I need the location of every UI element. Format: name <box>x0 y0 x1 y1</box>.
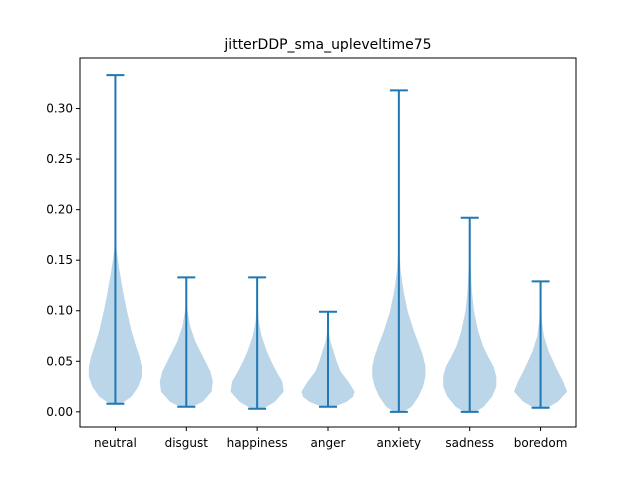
x-tick-label-sadness: sadness <box>445 436 494 450</box>
y-tick-label: 0.10 <box>46 304 73 318</box>
x-tick-label-boredom: boredom <box>514 436 568 450</box>
x-tick-label-neutral: neutral <box>94 436 137 450</box>
y-tick-label: 0.30 <box>46 102 73 116</box>
violin-happiness <box>230 276 284 410</box>
violin-anger <box>301 310 355 408</box>
violin-neutral <box>88 74 142 405</box>
violin-sadness <box>443 216 497 413</box>
violin-anxiety <box>372 89 426 413</box>
x-tick-label-happiness: happiness <box>227 436 288 450</box>
y-tick-label: 0.20 <box>46 203 73 217</box>
violins-layer <box>88 74 568 413</box>
chart-title: jitterDDP_sma_upleveltime75 <box>223 37 431 53</box>
violin-boredom <box>514 280 568 409</box>
x-tick-label-anxiety: anxiety <box>377 436 422 450</box>
y-axis: 0.00 0.05 0.10 0.15 0.20 0.25 0.30 <box>46 102 80 419</box>
y-tick-label: 0.00 <box>46 405 73 419</box>
x-tick-label-anger: anger <box>311 436 346 450</box>
y-tick-label: 0.15 <box>46 253 73 267</box>
plot-frame <box>79 57 577 428</box>
y-tick-label: 0.25 <box>46 152 73 166</box>
x-axis: neutral disgust happiness anger anxiety sadne… <box>94 427 567 450</box>
violin-disgust <box>159 276 213 408</box>
x-tick-label-disgust: disgust <box>165 436 209 450</box>
y-tick-label: 0.05 <box>46 354 73 368</box>
